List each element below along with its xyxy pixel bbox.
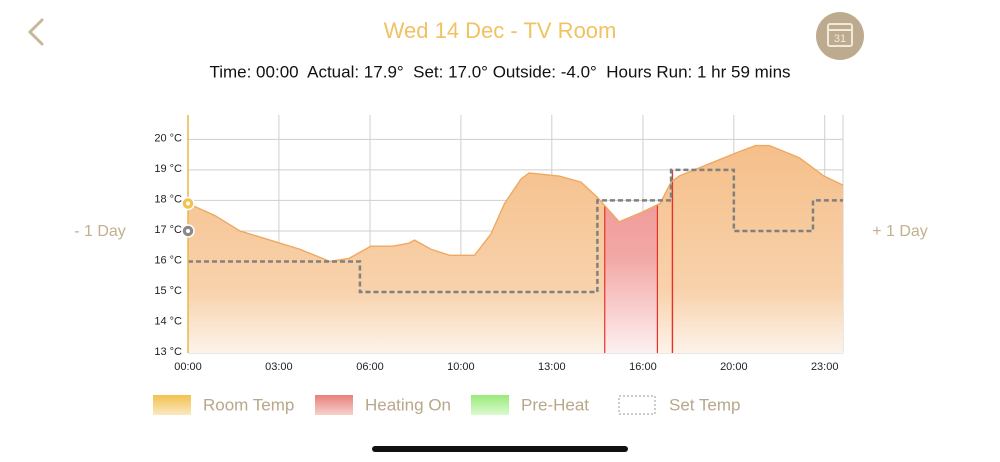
y-tick-label: 15 °C — [154, 285, 182, 297]
calendar-icon — [827, 23, 853, 47]
legend-label: Set Temp — [669, 395, 741, 414]
legend-swatch — [315, 395, 353, 415]
legend-swatch — [618, 395, 656, 415]
x-tick-label: 10:00 — [447, 361, 475, 373]
heating-period — [604, 145, 658, 353]
legend-label: Room Temp — [203, 395, 294, 414]
y-tick-label: 19 °C — [154, 163, 182, 175]
x-tick-label: 23:00 — [811, 361, 839, 373]
info-line: Time: 00:00 Actual: 17.9° Set: 17.0° Out… — [209, 62, 790, 81]
y-tick-label: 17 °C — [154, 224, 182, 236]
back-button[interactable] — [27, 18, 44, 46]
y-tick-label: 20 °C — [154, 132, 182, 144]
prev-day[interactable]: - 1 Day — [74, 223, 126, 240]
room-temp-line — [187, 144, 844, 263]
x-tick-label: 06:00 — [356, 361, 384, 373]
calendar-button[interactable]: 31 — [816, 12, 864, 60]
title: Wed 14 Dec - TV Room — [384, 18, 617, 43]
current-marker-dot — [186, 228, 190, 233]
plot: 13 °C 14 °C 15 °C 16 °C 17 °C 18 °C 19 °C 20 °C… — [154, 115, 844, 373]
legend-label: Pre-Heat — [521, 395, 589, 414]
legend-label: Heating On — [365, 395, 451, 414]
legend-swatch — [153, 395, 191, 415]
y-tick-label: 18 °C — [154, 193, 182, 205]
x-tick-label: 00:00 — [174, 361, 202, 373]
x-tick-label: 13:00 — [538, 361, 566, 373]
set-temp-line — [188, 168, 843, 294]
legend-swatch — [471, 395, 509, 415]
home-indicator — [372, 446, 628, 452]
x-tick-label: 20:00 — [720, 361, 748, 373]
calendar-day: 31 — [834, 33, 846, 45]
y-tick-label: 14 °C — [154, 315, 182, 327]
x-tick-label: 03:00 — [265, 361, 293, 373]
room-temp-area — [188, 145, 843, 353]
y-tick-label: 16 °C — [154, 254, 182, 266]
y-tick-label: 13 °C — [154, 346, 182, 358]
current-marker-dot — [186, 201, 190, 206]
x-tick-label: 16:00 — [629, 361, 657, 373]
next-day[interactable]: + 1 Day — [872, 223, 928, 240]
